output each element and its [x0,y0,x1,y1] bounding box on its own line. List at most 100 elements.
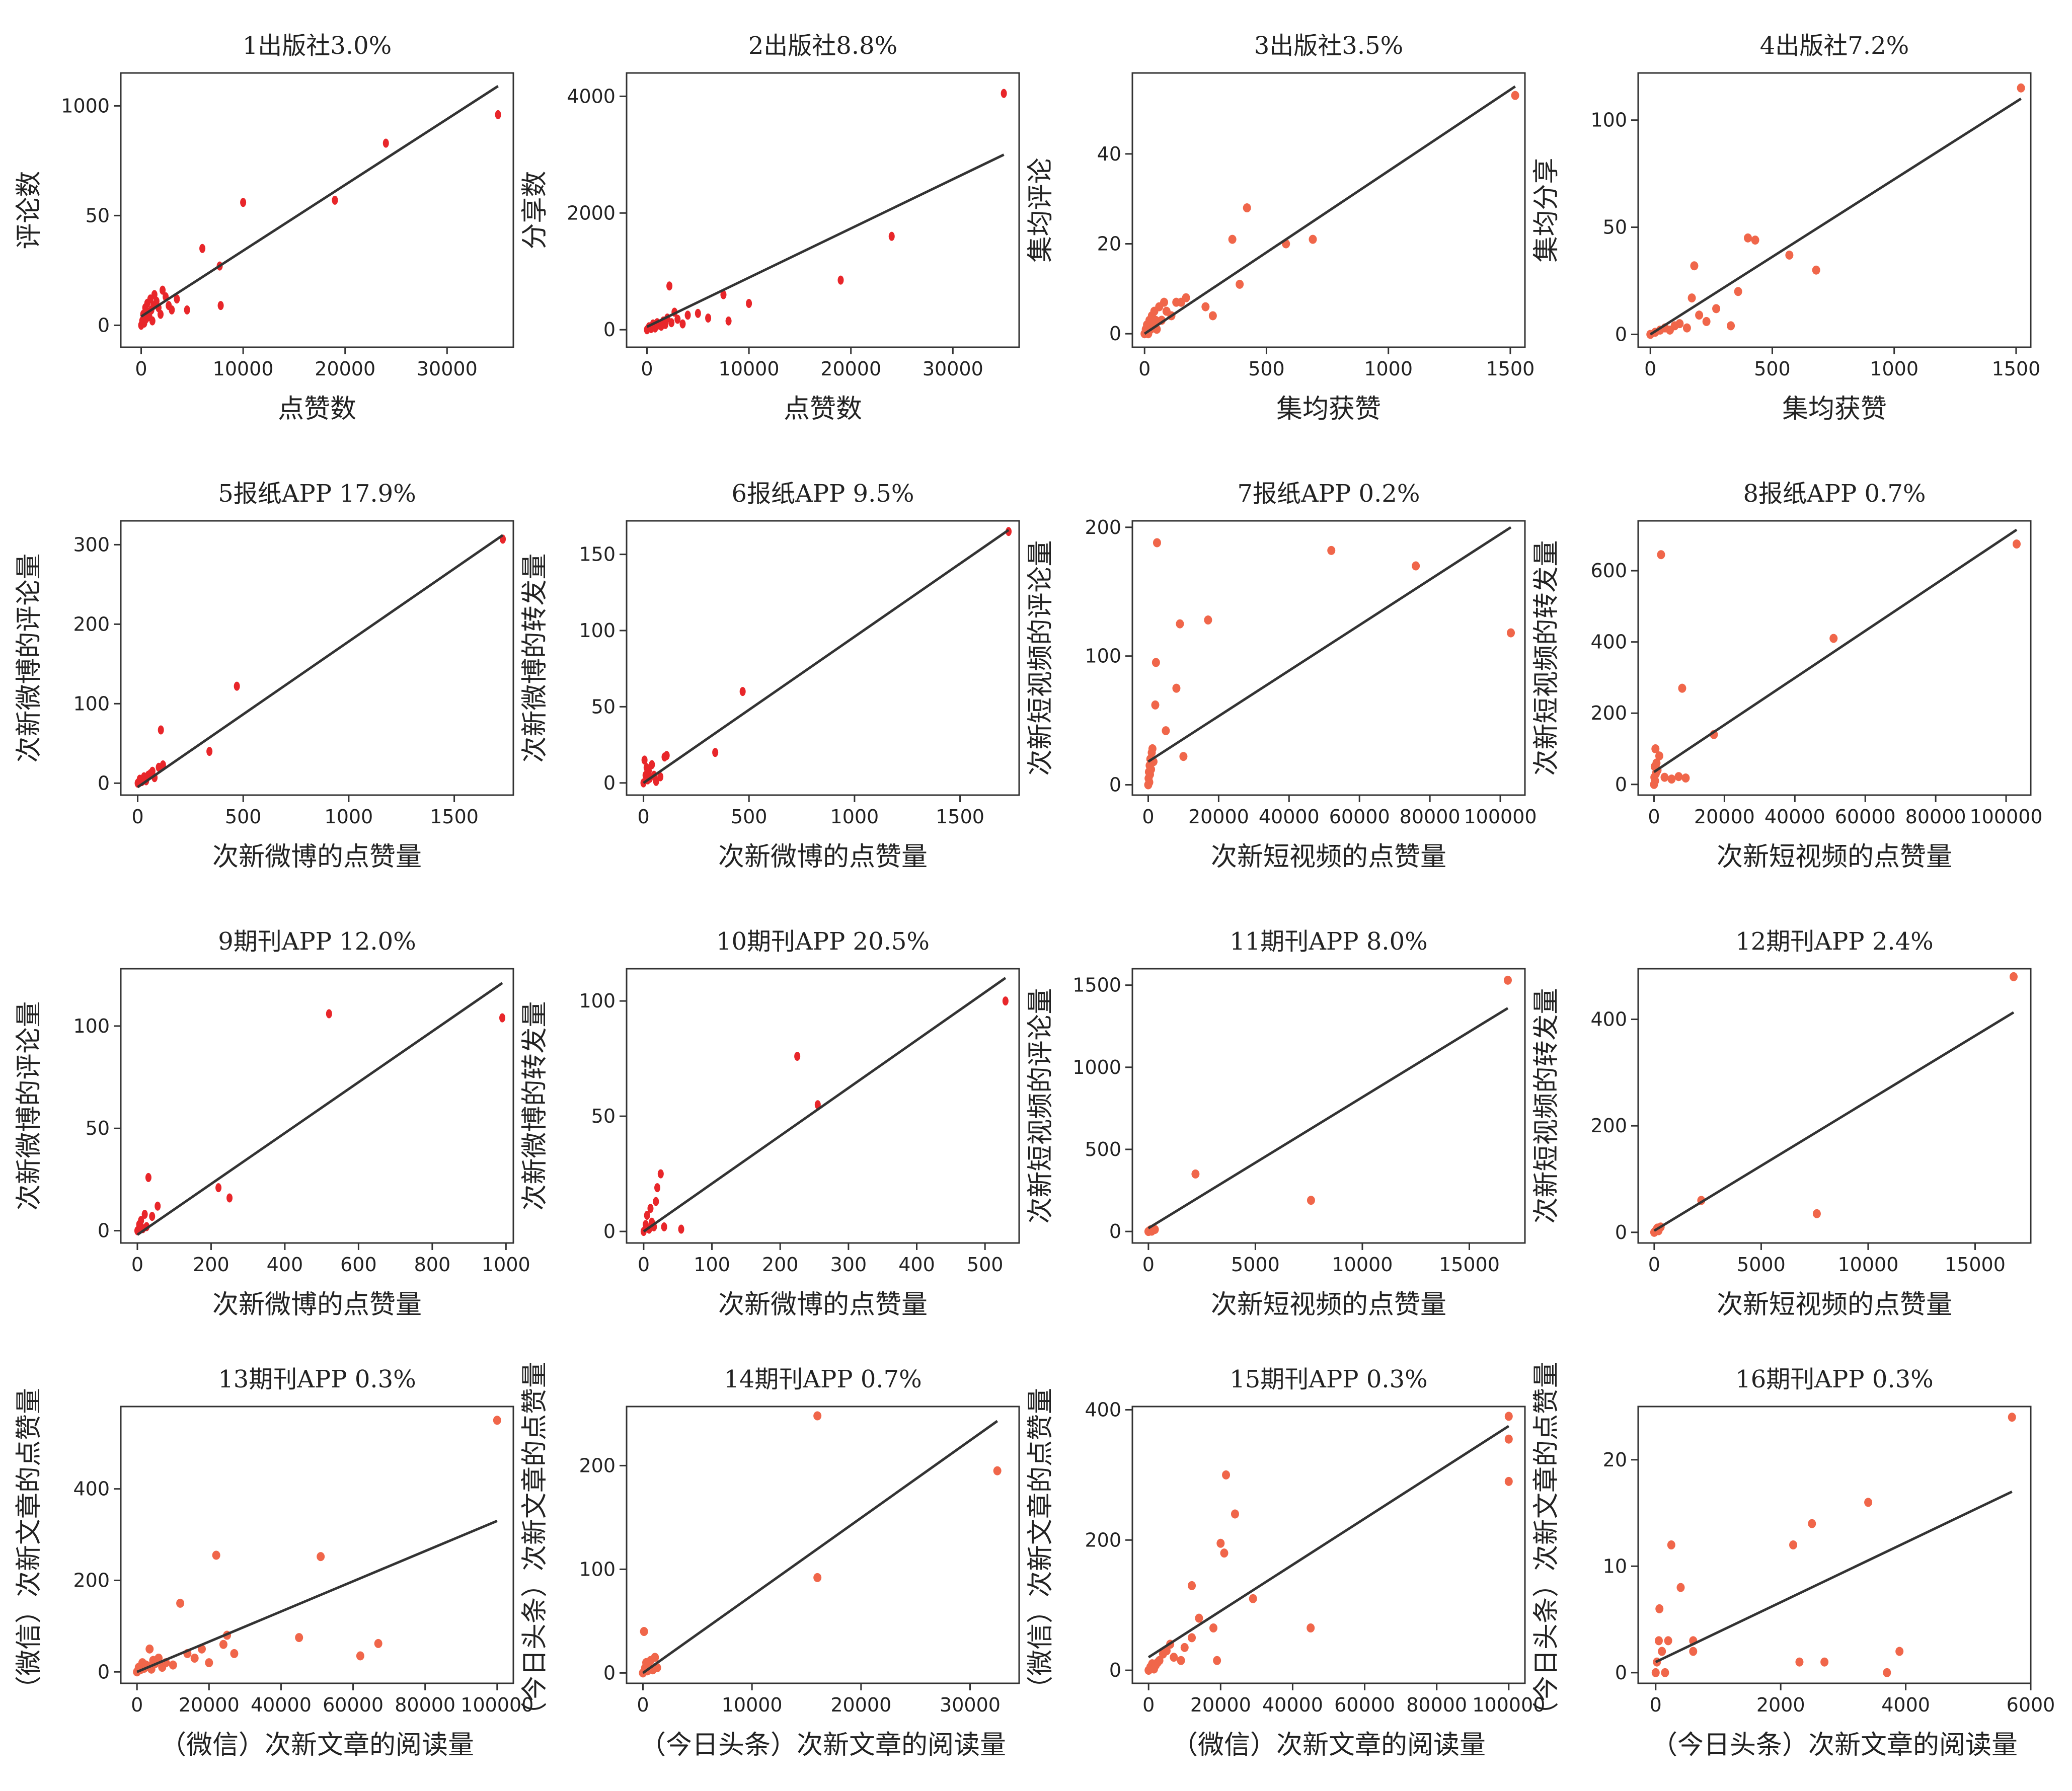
y-tick-label: 20 [1097,233,1121,255]
y-tick-label: 1500 [1072,974,1121,996]
y-tick-label: 200 [73,613,110,635]
data-point [1734,287,1742,296]
chart-panel-12: 12期刊APP 2.4% 0 5000 10000 15000 0 200 400 次新短视频的… [1531,927,2032,1320]
x-tick-label: 1500 [430,806,479,828]
data-point [1220,1548,1229,1558]
fit-line [643,529,1010,784]
x-tick-label: 5000 [1231,1254,1280,1276]
y-tick-label: 200 [1590,1115,1627,1137]
x-tick-label: 0 [1648,806,1660,828]
chart-title: 7报纸APP 0.2% [1237,480,1420,508]
y-tick-label: 400 [1590,631,1627,653]
data-point [317,1552,325,1562]
data-point [1222,1470,1231,1479]
y-tick-label: 0 [1615,773,1627,796]
x-tick-label: 20000 [315,358,375,380]
data-point [647,1204,654,1213]
y-tick-label: 200 [1590,702,1627,724]
y-tick-label: 1000 [1072,1056,1121,1078]
fit-line [1649,97,2022,336]
data-point [332,195,338,205]
data-point [1751,236,1759,245]
data-point [1689,1647,1698,1656]
data-point [219,1640,227,1649]
data-point [1188,1581,1196,1590]
data-point [1511,91,1519,100]
y-tick-label: 0 [98,1220,110,1242]
x-tick-label: 10000 [1332,1254,1393,1276]
data-point [1657,550,1665,560]
data-point [295,1633,303,1643]
x-tick-label: 10000 [722,1694,783,1716]
data-point [1153,538,1161,548]
chart-panel-15: 15期刊APP 0.3% 0 20000 40000 60000 80000 100000 0… [1026,1365,1545,1760]
y-tick-label: 0 [1109,323,1121,345]
y-axis-label: 次新微博的转发量 [520,1001,550,1210]
data-point [888,231,895,241]
data-point [712,748,719,757]
plot-frame [120,1406,514,1684]
x-tick-label: 40000 [1262,1694,1323,1716]
data-point [657,1169,664,1179]
data-point [653,1197,659,1206]
data-point [184,305,190,315]
data-point [1236,279,1244,289]
data-point [199,244,206,253]
data-point [678,1224,684,1234]
plot-frame [1131,72,1526,348]
x-tick-label: 400 [267,1254,303,1276]
chart-title: 10期刊APP 20.5% [716,927,930,956]
data-point [1327,546,1336,555]
y-tick-label: 150 [579,543,616,566]
data-point [1808,1519,1816,1528]
x-tick-label: 500 [225,806,262,828]
data-point [206,747,213,756]
data-point [138,1216,144,1225]
y-tick-label: 500 [1085,1138,1121,1160]
data-point [141,1210,148,1219]
data-point [1667,1540,1675,1549]
data-point [1681,773,1690,783]
data-point [1652,758,1661,768]
data-point [1001,89,1007,98]
plot-frame [120,520,514,796]
y-axis-label: （微信）次新文章的点赞量 [14,1388,44,1702]
data-point [1651,776,1659,786]
x-axis-label: 点赞数 [784,394,862,424]
data-point [649,760,655,769]
data-point [1504,1412,1513,1421]
chart-panel-14: 14期刊APP 0.7% 0 10000 20000 30000 0 100 200 （今日头条… [520,1362,1020,1760]
y-axis-label: （今日头条）次新文章的点赞量 [520,1362,550,1728]
x-tick-label: 30000 [940,1694,1001,1716]
y-tick-label: 0 [603,1662,616,1684]
data-point [1829,634,1838,643]
y-tick-label: 50 [591,695,616,718]
chart-title: 15期刊APP 0.3% [1230,1365,1428,1393]
x-tick-label: 100000 [1464,806,1537,828]
data-point [1789,1540,1798,1549]
x-tick-label: 1000 [830,806,879,828]
chart-panel-7: 7报纸APP 0.2% 0 20000 40000 60000 80000 100000 0 1… [1026,480,1537,872]
x-tick-label: 0 [1644,358,1656,380]
x-axis-label: 点赞数 [278,394,356,424]
y-tick-label: 400 [1590,1008,1627,1031]
y-axis-label: 次新短视频的评论量 [1026,540,1056,775]
x-tick-label: 30000 [417,358,478,380]
data-point [2017,83,2025,93]
data-point [230,1649,239,1658]
data-point [654,1183,661,1193]
x-tick-label: 0 [131,1254,143,1276]
data-point [653,776,659,786]
data-point [646,766,652,775]
chart-panel-2: 2出版社8.8% 0 10000 20000 30000 0 2000 4000 点赞数 分享数 [520,32,1020,424]
data-point [794,1052,801,1061]
data-point [499,1013,506,1023]
data-point [240,198,247,207]
y-tick-label: 0 [1109,1220,1121,1242]
x-tick-label: 5000 [1737,1254,1786,1276]
chart-title: 1出版社3.0% [243,32,392,60]
chart-title: 8报纸APP 0.7% [1743,480,1926,508]
data-point [158,725,164,735]
chart-title: 13期刊APP 0.3% [218,1365,416,1393]
